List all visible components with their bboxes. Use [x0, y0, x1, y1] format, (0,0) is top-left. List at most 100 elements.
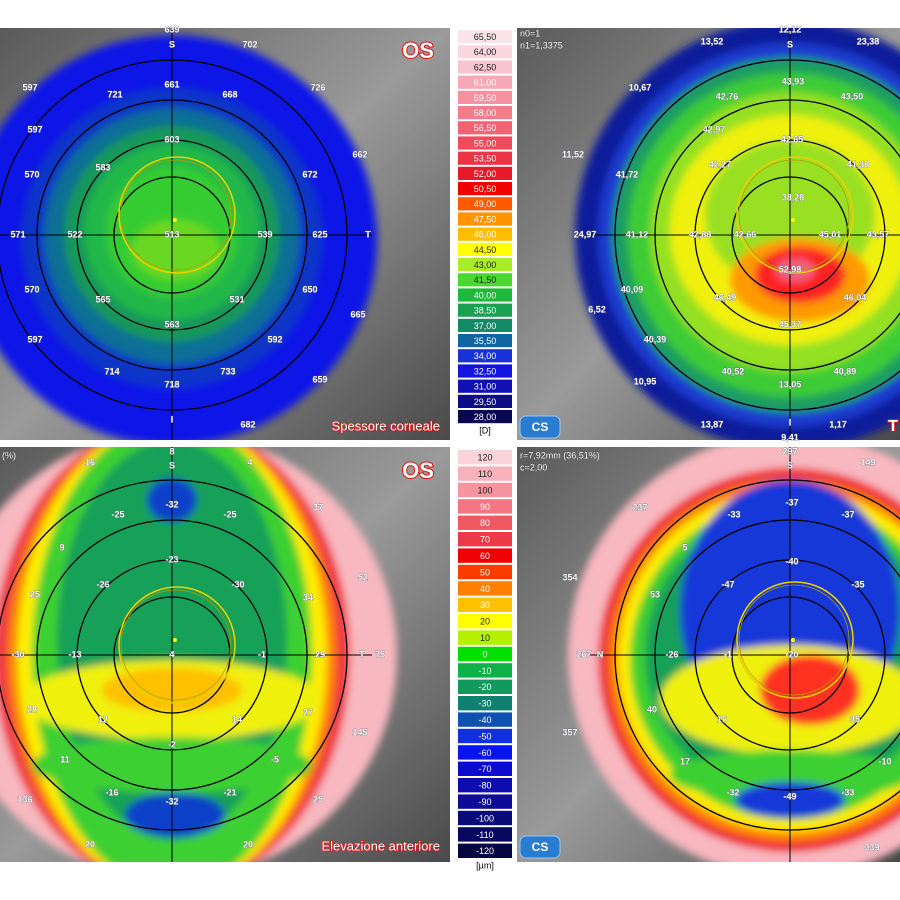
map-value-label: 41,38 — [847, 159, 870, 169]
scale-swatch — [458, 450, 512, 465]
map-value-label: 42,97 — [703, 124, 726, 134]
axis-top-value: 8 — [169, 446, 174, 456]
axis-left-value: 24,97 — [574, 229, 597, 239]
scale-swatch — [458, 564, 512, 580]
scale-value-label: 40 — [480, 584, 490, 594]
pupil-center-marker — [173, 638, 177, 642]
scale-swatch — [458, 794, 512, 809]
cs-logo-text: CS — [532, 840, 549, 854]
map-value-label: 668 — [222, 89, 237, 99]
map-value-label: 38,28 — [782, 192, 805, 202]
scale-value-label: 100 — [477, 485, 492, 495]
map-value-label: 726 — [310, 82, 325, 92]
map-value-label: 10,67 — [629, 82, 652, 92]
map-value-label: -2 — [168, 739, 176, 749]
scale-swatch — [458, 136, 512, 150]
scale-value-label: 34,00 — [474, 351, 497, 361]
map-value-label: 145 — [352, 727, 367, 737]
scale-value-label: -10 — [478, 666, 491, 676]
scale-unit-label: [D] — [479, 426, 491, 436]
map-value-label: 597 — [22, 82, 37, 92]
map-value-label: -33 — [841, 787, 854, 797]
map-corneal-thickness[interactable] — [0, 25, 450, 445]
map-elevation-2[interactable] — [517, 433, 900, 877]
map-value-label: 42,66 — [734, 229, 757, 239]
scale-swatch — [458, 515, 512, 530]
scale-value-label: 40,00 — [474, 290, 497, 300]
map-value-label: 20 — [85, 839, 95, 849]
axis-label-inferior: I — [171, 414, 174, 424]
map-value-label: 718 — [164, 379, 179, 389]
scale-swatch — [458, 745, 512, 760]
axis-label-superior: S — [787, 460, 793, 470]
scale-value-label: -70 — [478, 764, 491, 774]
map-value-label: -49 — [783, 791, 796, 801]
scale-value-label: -50 — [478, 731, 491, 741]
scale-swatch — [458, 212, 512, 226]
map-value-label: 29 — [315, 649, 325, 659]
map-value-label: 12 — [98, 714, 108, 724]
info-line: n0=1 — [520, 28, 540, 38]
map-value-label: 662 — [352, 149, 367, 159]
scale-swatch — [458, 581, 512, 596]
map-value-label: 583 — [95, 162, 110, 172]
map-value-label: -35 — [851, 579, 864, 589]
map-value-label: -25 — [111, 509, 124, 519]
scale-swatch — [458, 614, 512, 629]
axis-top-value: 12,12 — [779, 24, 802, 34]
map-value-label: 40,39 — [644, 334, 667, 344]
scale-value-label: 61,00 — [474, 78, 497, 88]
map-value-label: 20 — [243, 839, 253, 849]
scale-value-label: 90 — [480, 502, 490, 512]
map-value-label: -32 — [165, 796, 178, 806]
map-value-label: 25 — [30, 589, 40, 599]
map-value-label: 46,04 — [844, 292, 867, 302]
map-value-label: 149 — [860, 457, 875, 467]
map-value-label: 136 — [17, 794, 32, 804]
map-value-label: 43,57 — [867, 229, 890, 239]
map-value-label: -13 — [68, 649, 81, 659]
scale-unit-label: [µm] — [476, 860, 494, 870]
map-value-label: 702 — [242, 39, 257, 49]
axis-label-superior: S — [169, 39, 175, 49]
axis-label-temporal: T — [359, 649, 365, 659]
scale-swatch — [458, 288, 512, 302]
map-curvature[interactable] — [517, 20, 900, 450]
map-anterior-elevation[interactable] — [0, 420, 450, 890]
pupil-outline-inner — [738, 159, 850, 271]
axis-left-value: 267 — [576, 649, 591, 659]
scale-value-label: 50,50 — [474, 184, 497, 194]
scale-swatch — [458, 121, 512, 135]
map-value-label: -32 — [165, 499, 178, 509]
scale-value-label: 59,50 — [474, 93, 497, 103]
map-value-label: -1 — [258, 649, 266, 659]
map-value-label: -20 — [785, 649, 798, 659]
map-value-label: -47 — [721, 579, 734, 589]
pupil-center-marker — [173, 218, 177, 222]
scale-value-label: 55,00 — [474, 138, 497, 148]
map-value-label: 650 — [302, 284, 317, 294]
axis-label-superior: S — [787, 39, 793, 49]
map-value-label: 563 — [164, 319, 179, 329]
scale-swatch — [458, 810, 512, 826]
pupil-outline — [736, 581, 854, 699]
scale-swatch — [458, 75, 512, 89]
map-value-label: 357 — [562, 727, 577, 737]
scale-value-label: -90 — [478, 797, 491, 807]
map-value-label: 513 — [164, 229, 179, 239]
info-line: c=2,00 — [520, 462, 547, 472]
pupil-outline — [118, 156, 236, 274]
map-value-label: 52 — [358, 572, 368, 582]
map-value-label: 571 — [10, 229, 25, 239]
map-value-label: 14 — [232, 714, 242, 724]
map-value-label: 41,12 — [626, 229, 649, 239]
scale-swatch — [458, 166, 512, 180]
map-value-label: 531 — [229, 294, 244, 304]
map-value-label: 17 — [680, 756, 690, 766]
map-value-label: 40,09 — [621, 284, 644, 294]
scale-swatch — [458, 712, 512, 727]
scale-value-label: 10 — [480, 633, 490, 643]
scale-value-label: 43,00 — [474, 260, 497, 270]
scale-value-label: 20 — [480, 617, 490, 627]
